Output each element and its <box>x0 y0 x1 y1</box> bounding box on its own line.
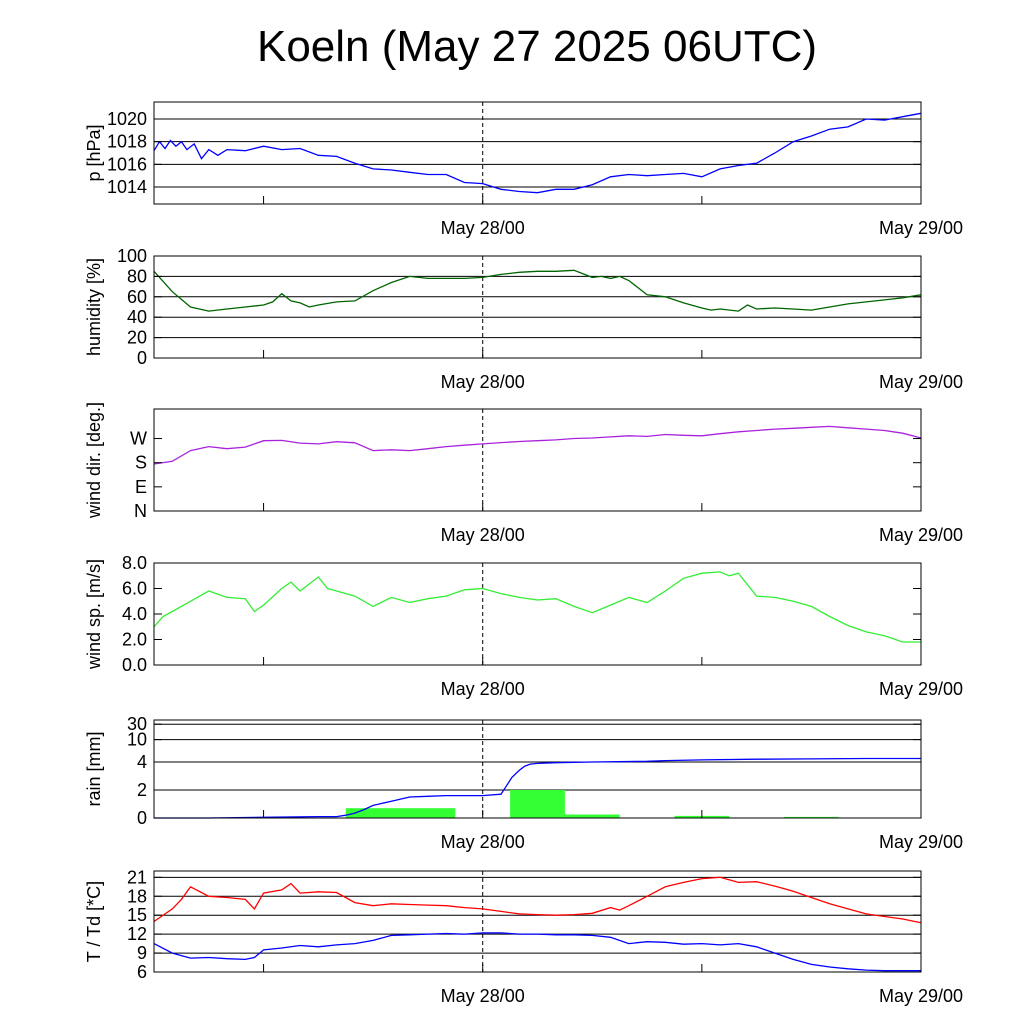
y-axis-label: rain [mm] <box>84 731 104 806</box>
y-tick-label: 1018 <box>107 132 147 152</box>
series-line <box>153 571 921 643</box>
x-tick-label: May 28/00 <box>441 372 525 392</box>
x-tick-label: May 29/00 <box>879 679 963 699</box>
y-axis-label: wind sp. [m/s] <box>84 559 104 670</box>
y-tick-label: 4.0 <box>122 604 147 624</box>
y-tick-label: 9 <box>137 943 147 963</box>
x-tick-label: May 29/00 <box>879 218 963 238</box>
y-tick-label: 10 <box>127 730 147 750</box>
y-axis-label: wind dir. [deg.] <box>84 402 104 519</box>
y-axis-label: T / Td [*C] <box>84 881 104 962</box>
series-line <box>153 876 922 924</box>
y-axis-label: p [hPa] <box>84 124 104 181</box>
y-tick-label: 20 <box>127 328 147 348</box>
series-line <box>153 425 922 465</box>
y-tick-label: 6.0 <box>122 579 147 599</box>
rain-bar <box>784 816 839 818</box>
y-axis-label: humidity [%] <box>84 258 104 356</box>
y-tick-label: 2.0 <box>122 630 147 650</box>
series-line <box>154 757 921 819</box>
x-tick-label: May 28/00 <box>441 832 525 852</box>
x-tick-label: May 28/00 <box>441 679 525 699</box>
rain-bar <box>564 814 620 818</box>
y-tick-label: 0.0 <box>122 655 147 675</box>
y-tick-label: 6 <box>137 962 147 982</box>
y-tick-label: 80 <box>127 266 147 286</box>
x-tick-label: May 29/00 <box>879 986 963 1006</box>
y-tick-label: 1020 <box>107 109 147 129</box>
y-tick-label: 18 <box>127 886 147 906</box>
y-tick-label: W <box>130 429 147 449</box>
panel-4: 0.0 2.0 4.0 6.0 8.0 May 28/00 May 29/00 wind sp… <box>84 553 963 699</box>
x-tick-label: May 29/00 <box>879 372 963 392</box>
y-tick-label: 30 <box>127 714 147 734</box>
y-tick-label: 1014 <box>107 177 147 197</box>
y-tick-label: 100 <box>117 246 147 266</box>
y-tick-label: 15 <box>127 905 147 925</box>
y-tick-label: N <box>134 501 147 521</box>
rain-bar <box>345 808 456 818</box>
rain-bar <box>510 790 565 818</box>
x-tick-label: May 28/00 <box>441 986 525 1006</box>
x-tick-label: May 28/00 <box>441 218 525 238</box>
y-tick-label: 12 <box>127 924 147 944</box>
y-tick-label: 4 <box>137 752 147 772</box>
panel-frame <box>153 408 922 512</box>
series-line <box>153 269 922 312</box>
x-tick-label: May 28/00 <box>441 525 525 545</box>
x-tick-label: May 29/00 <box>879 525 963 545</box>
y-tick-label: 0 <box>137 348 147 368</box>
panel-frame <box>153 101 922 205</box>
y-tick-label: 0 <box>137 808 147 828</box>
series-line <box>153 932 921 972</box>
y-tick-label: E <box>135 477 147 497</box>
y-tick-label: S <box>135 453 147 473</box>
y-tick-label: 40 <box>127 307 147 327</box>
panel-frame <box>153 870 922 973</box>
y-tick-label: 8.0 <box>122 553 147 573</box>
y-tick-label: 2 <box>137 780 147 800</box>
y-tick-label: 1016 <box>107 154 147 174</box>
series-line <box>153 112 922 194</box>
chart-title: Koeln (May 27 2025 06UTC) <box>256 22 818 71</box>
y-tick-label: 21 <box>127 867 147 887</box>
x-tick-label: May 29/00 <box>879 832 963 852</box>
panel-frame <box>153 255 922 359</box>
panel-frame <box>153 562 922 666</box>
panel-frame <box>153 719 922 819</box>
y-tick-label: 60 <box>127 287 147 307</box>
